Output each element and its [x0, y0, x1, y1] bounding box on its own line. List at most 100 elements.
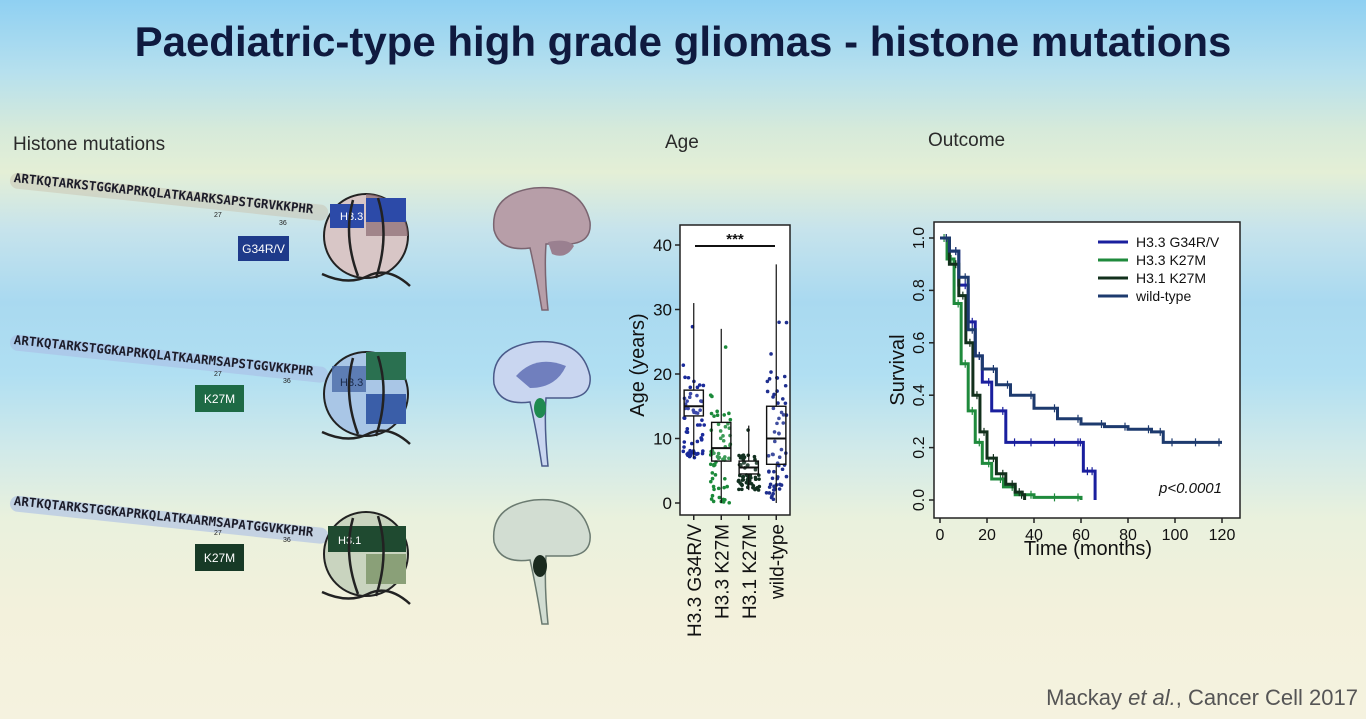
data-point: [688, 448, 692, 453]
data-point: [717, 455, 722, 460]
data-point: [776, 401, 780, 405]
data-point: [775, 421, 779, 426]
data-point: [766, 454, 771, 458]
x-tick-label: 20: [978, 527, 996, 544]
data-point: [767, 470, 771, 474]
p-value-annotation: p<0.0001: [1158, 480, 1222, 497]
y-tick-label: 10: [653, 430, 672, 449]
km-series-1: [940, 236, 1083, 500]
data-point: [722, 413, 726, 417]
data-point: [686, 375, 691, 380]
data-point: [767, 485, 772, 489]
data-point: [710, 493, 715, 498]
data-point: [764, 491, 769, 495]
slide-title: Paediatric-type high grade gliomas - his…: [134, 18, 1232, 65]
data-point: [682, 440, 687, 444]
x-tick-label: H3.3 K27M: [712, 524, 733, 619]
data-point: [716, 486, 721, 491]
data-point: [784, 320, 789, 325]
data-point: [740, 483, 744, 487]
data-point: [683, 375, 687, 380]
data-point: [692, 455, 697, 460]
x-axis-label: Time (months): [1024, 538, 1152, 560]
data-point: [713, 473, 718, 477]
data-point: [779, 483, 784, 487]
brain-icon: [492, 186, 591, 311]
data-point: [717, 495, 722, 500]
data-point: [710, 476, 715, 481]
histone-section-label: Histone mutations: [13, 134, 166, 155]
data-point: [699, 399, 703, 403]
plot-frame: [679, 224, 791, 516]
data-point: [722, 485, 726, 490]
x-tick-label: 40: [1025, 527, 1043, 544]
citation-authors: Mackay: [1046, 685, 1122, 710]
x-tick-label: H3.1 K27M: [740, 524, 761, 619]
data-point: [682, 445, 686, 449]
box-iqr: [683, 389, 705, 417]
mutation-badge: K27M: [195, 544, 244, 571]
y-tick-label: 30: [653, 301, 672, 320]
data-point: [783, 383, 788, 388]
data-point: [711, 484, 716, 489]
data-point: [740, 455, 745, 460]
y-tick-label: 1.0: [911, 227, 928, 249]
nucleosome-icon: H3.1: [321, 511, 411, 605]
data-point: [771, 491, 775, 496]
data-point: [772, 392, 776, 397]
data-point: [712, 414, 716, 418]
data-point: [723, 476, 727, 481]
data-point: [741, 474, 746, 479]
data-point: [777, 431, 781, 436]
data-point: [700, 432, 705, 437]
data-point: [746, 428, 750, 432]
citation-etal: et al.: [1128, 685, 1176, 710]
box-iqr: [710, 421, 732, 462]
data-point: [767, 377, 772, 381]
data-point: [779, 410, 784, 415]
box-iqr: [765, 405, 787, 465]
survival-curve: 0.0 0.2 0.4 0.6 0.8 1.0 0 20 40 60 80 100 120 H3.3 …: [887, 221, 1241, 560]
data-point: [699, 436, 703, 440]
data-point: [767, 491, 772, 495]
data-point: [727, 456, 731, 461]
y-tick-label: 20: [653, 365, 672, 384]
data-point: [721, 497, 726, 502]
x-tick-label: 120: [1209, 527, 1236, 544]
data-point: [723, 424, 728, 429]
data-point: [698, 423, 702, 427]
data-point: [687, 395, 692, 400]
data-point: [708, 479, 713, 484]
data-point: [701, 383, 706, 388]
data-point: [740, 487, 744, 492]
data-point: [716, 422, 721, 427]
data-point: [765, 379, 770, 384]
data-point: [718, 429, 723, 433]
data-point: [754, 461, 759, 465]
data-point: [721, 438, 726, 443]
data-point: [695, 393, 699, 398]
data-point: [721, 434, 725, 438]
x-tick-label: 80: [1119, 527, 1137, 544]
position-27-label: 27: [214, 212, 222, 219]
km-series-3: [940, 236, 1222, 444]
data-point: [727, 500, 732, 505]
y-tick-label: 0.4: [911, 384, 928, 406]
data-point: [688, 385, 693, 390]
data-point: [701, 449, 705, 453]
data-point: [769, 370, 773, 374]
data-point: [772, 469, 776, 474]
data-point: [694, 452, 699, 456]
box-3: [764, 264, 789, 503]
data-point: [765, 389, 770, 394]
data-point: [708, 462, 713, 467]
histone-variant-label: H3.3: [340, 377, 363, 389]
y-tick-label: 0.2: [911, 436, 928, 458]
data-point: [697, 383, 702, 387]
data-point: [723, 455, 727, 459]
data-point: [712, 487, 716, 492]
data-point: [753, 467, 758, 472]
data-point: [686, 406, 690, 411]
data-point: [688, 391, 693, 396]
data-point: [749, 481, 754, 486]
